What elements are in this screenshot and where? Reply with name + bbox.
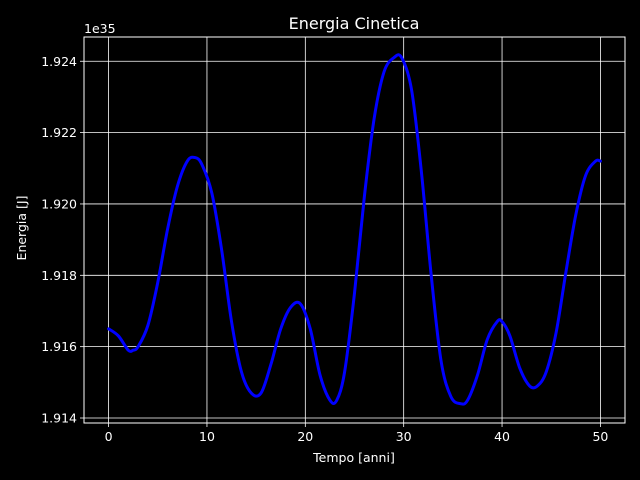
x-tick-label: 0 [105, 429, 113, 444]
x-tick-label: 30 [396, 429, 412, 444]
x-tick-label: 20 [297, 429, 313, 444]
y-tick-label: 1.924 [41, 54, 77, 69]
chart-title: Energia Cinetica [289, 14, 420, 33]
y-tick-label: 1.914 [41, 411, 77, 426]
x-tick-label: 50 [592, 429, 608, 444]
y-axis-offset-label: 1e35 [84, 21, 116, 36]
y-axis-label: Energia [J] [14, 196, 29, 261]
y-axis-ticks: 1.914 1.916 1.918 1.920 1.922 1.924 [41, 54, 84, 426]
series-layer [107, 53, 602, 406]
x-tick-label: 10 [199, 429, 215, 444]
x-tick-label: 40 [494, 429, 510, 444]
y-tick-label: 1.920 [41, 196, 77, 211]
grid [84, 37, 625, 423]
x-axis-ticks: 0 10 20 30 40 50 [105, 423, 608, 444]
x-axis-label: Tempo [anni] [312, 450, 395, 465]
y-tick-label: 1.922 [41, 125, 77, 140]
series-line [107, 53, 602, 406]
plot-frame [83, 36, 626, 424]
y-tick-label: 1.916 [41, 339, 77, 354]
y-tick-label: 1.918 [41, 268, 77, 283]
